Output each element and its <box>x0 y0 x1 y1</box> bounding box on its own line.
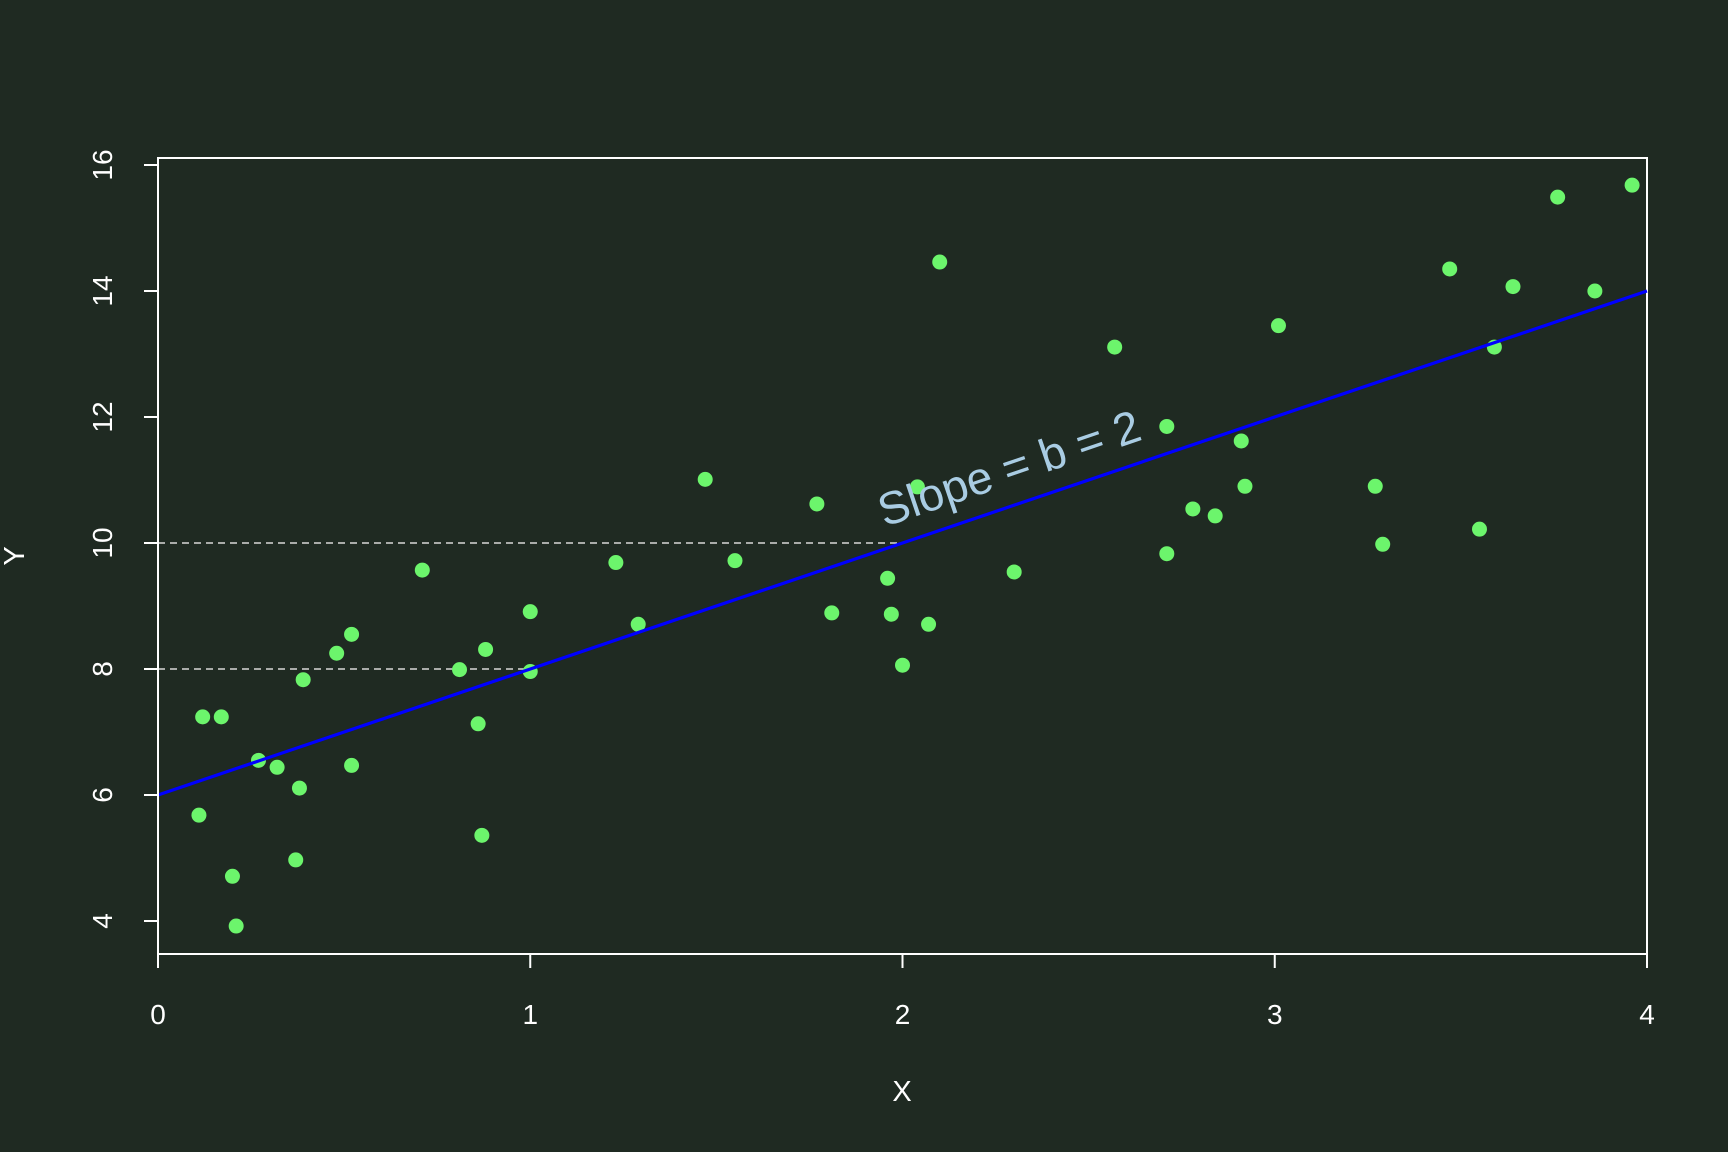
data-point <box>1006 564 1022 580</box>
x-tick-label: 1 <box>522 999 538 1030</box>
data-point <box>191 807 207 823</box>
data-point <box>895 657 910 673</box>
data-point <box>1367 478 1383 494</box>
data-point <box>1159 418 1175 434</box>
data-point <box>608 555 624 571</box>
slope-annotation: Slope = b = 2 <box>871 399 1147 536</box>
data-point <box>1159 546 1175 562</box>
data-point <box>269 759 285 775</box>
data-point <box>932 254 948 270</box>
data-point <box>883 606 899 622</box>
data-point <box>1107 339 1123 355</box>
data-point <box>344 757 360 773</box>
data-point <box>344 626 360 642</box>
data-point <box>213 709 229 725</box>
data-point <box>474 827 490 843</box>
data-point <box>329 645 345 661</box>
x-tick-label: 3 <box>1267 999 1283 1030</box>
x-tick-label: 2 <box>895 999 911 1030</box>
data-point <box>1624 177 1640 193</box>
data-point <box>824 605 840 621</box>
data-point <box>1587 283 1603 299</box>
data-point <box>630 616 646 632</box>
data-point <box>452 662 468 678</box>
data-point <box>288 852 304 868</box>
data-point <box>697 471 713 487</box>
y-tick-label: 6 <box>87 787 118 803</box>
data-point <box>1185 501 1201 517</box>
data-point <box>809 496 825 512</box>
y-tick-label: 14 <box>87 275 118 306</box>
x-axis-label: X <box>892 1076 911 1108</box>
regression-line <box>157 289 1648 797</box>
data-point <box>1442 261 1458 277</box>
x-tick-label: 0 <box>150 999 166 1030</box>
data-point <box>414 562 430 578</box>
data-point <box>295 672 311 688</box>
plot-frame <box>157 157 1648 955</box>
x-axis: 0 1 2 3 4 <box>150 953 1655 1030</box>
data-point <box>921 616 937 632</box>
y-tick-label: 8 <box>87 661 118 677</box>
data-point <box>195 709 211 725</box>
y-tick-label: 4 <box>87 913 118 929</box>
data-point <box>224 868 240 884</box>
data-point <box>228 918 244 934</box>
guide-lines <box>158 542 903 670</box>
y-axis-label: Y <box>0 546 31 565</box>
data-point <box>909 479 925 495</box>
data-point <box>291 780 307 796</box>
data-point <box>1471 521 1487 537</box>
y-tick-label: 10 <box>87 527 118 558</box>
regression-line-group <box>157 289 1648 797</box>
data-point <box>880 570 896 586</box>
data-point <box>470 716 486 732</box>
data-point <box>522 604 538 620</box>
data-point <box>1233 433 1249 449</box>
data-point <box>1505 279 1521 295</box>
data-points <box>191 177 1640 934</box>
data-point <box>1237 478 1253 494</box>
y-tick-label: 12 <box>87 401 118 432</box>
x-tick-label: 4 <box>1639 999 1655 1030</box>
data-point <box>727 553 743 569</box>
data-point <box>1375 536 1391 552</box>
data-point <box>478 641 494 657</box>
data-point <box>1270 318 1286 334</box>
y-tick-label: 16 <box>87 149 118 180</box>
data-point <box>1207 508 1223 524</box>
data-point <box>1550 189 1566 205</box>
y-axis: 4 6 8 10 12 14 16 <box>87 149 159 929</box>
